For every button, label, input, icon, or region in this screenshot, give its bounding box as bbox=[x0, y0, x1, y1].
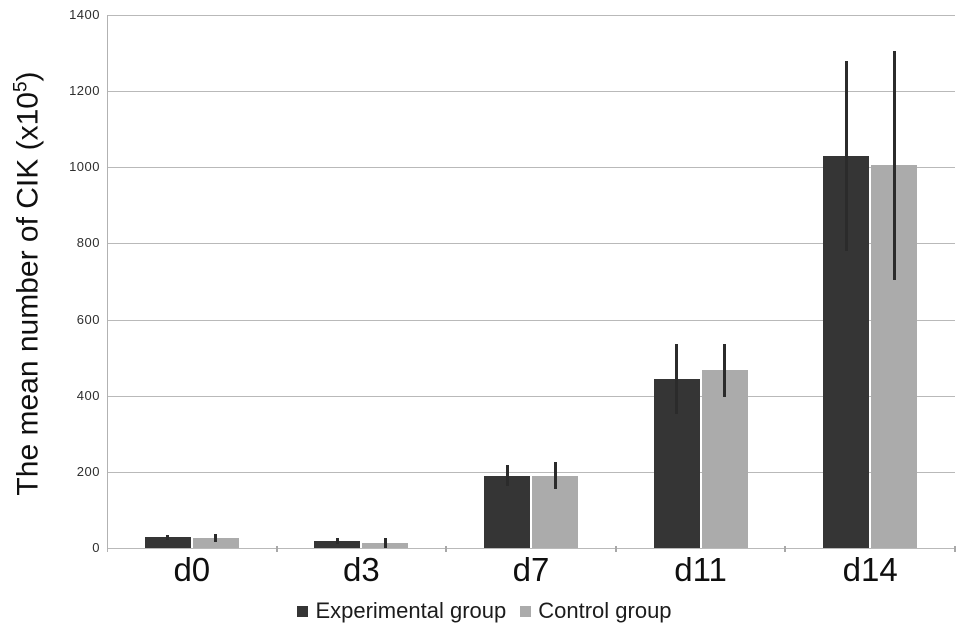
bar-experimental-group-d7 bbox=[484, 475, 530, 548]
error-bar-experimental-group-d0 bbox=[166, 535, 170, 540]
legend-item-experimental: Experimental group bbox=[297, 598, 506, 624]
grid-line-y-1400 bbox=[107, 15, 955, 16]
y-axis-title-main: The mean number of CIK (x10 bbox=[11, 92, 45, 496]
y-axis-title-close: ) bbox=[11, 71, 45, 82]
y-tick-label-800: 800 bbox=[76, 235, 100, 251]
y-tick-label-600: 600 bbox=[76, 311, 100, 327]
x-axis-minor-tick-1 bbox=[275, 546, 278, 552]
grid-line-y-0 bbox=[107, 548, 955, 549]
error-bar-control-group-d7 bbox=[553, 461, 557, 490]
y-tick-label-1000: 1000 bbox=[69, 159, 100, 175]
x-category-label-d11: d11 bbox=[674, 551, 727, 588]
x-axis-minor-tick-4 bbox=[784, 546, 787, 552]
y-axis-title: The mean number of CIK (x105) bbox=[11, 4, 46, 564]
error-bar-experimental-group-d3 bbox=[335, 538, 339, 545]
y-tick-label-400: 400 bbox=[76, 387, 100, 403]
x-axis-minor-tick-5 bbox=[954, 546, 956, 552]
x-category-label-d14: d14 bbox=[842, 551, 898, 588]
y-tick-label-0: 0 bbox=[92, 540, 100, 555]
control-group-legend-marker bbox=[520, 605, 532, 617]
bar-control-group-d0 bbox=[192, 538, 239, 548]
error-bar-control-group-d3 bbox=[383, 537, 387, 548]
error-bar-experimental-group-d7 bbox=[505, 465, 509, 487]
bar-experimental-group-d0 bbox=[144, 537, 191, 548]
grid-line-y-200 bbox=[107, 471, 955, 473]
error-bar-control-group-d0 bbox=[214, 534, 218, 542]
x-axis-minor-tick-3 bbox=[614, 546, 617, 552]
x-category-label-d3: d3 bbox=[343, 551, 380, 588]
y-axis-line bbox=[107, 15, 108, 552]
grid-line-y-600 bbox=[107, 319, 955, 321]
x-category-label-d0: d0 bbox=[173, 551, 211, 588]
y-axis-title-sup: 5 bbox=[10, 81, 32, 93]
grid-line-y-800 bbox=[107, 243, 955, 245]
y-tick-label-1400: 1400 bbox=[69, 7, 100, 22]
experimental-group-legend-label: Experimental group bbox=[315, 598, 507, 623]
legend: Experimental group Control group bbox=[0, 598, 969, 624]
grid-line-y-400 bbox=[107, 395, 955, 397]
grid-line-y-1200 bbox=[107, 91, 955, 93]
x-axis-minor-tick-2 bbox=[445, 546, 448, 552]
legend-item-control: Control group bbox=[520, 598, 672, 624]
error-bar-experimental-group-d11 bbox=[675, 343, 679, 414]
experimental-group-legend-marker bbox=[297, 605, 309, 617]
bar-experimental-group-d3 bbox=[314, 541, 361, 548]
error-bar-experimental-group-d14 bbox=[844, 60, 848, 252]
error-bar-control-group-d14 bbox=[892, 51, 896, 280]
y-tick-label-1200: 1200 bbox=[69, 83, 100, 99]
bar-control-group-d11 bbox=[701, 370, 748, 548]
y-tick-label-200: 200 bbox=[76, 463, 100, 479]
grid-line-y-1000 bbox=[107, 167, 955, 169]
control-group-legend-label: Control group bbox=[538, 598, 672, 623]
x-category-label-d7: d7 bbox=[512, 551, 550, 588]
error-bar-control-group-d11 bbox=[723, 343, 727, 397]
